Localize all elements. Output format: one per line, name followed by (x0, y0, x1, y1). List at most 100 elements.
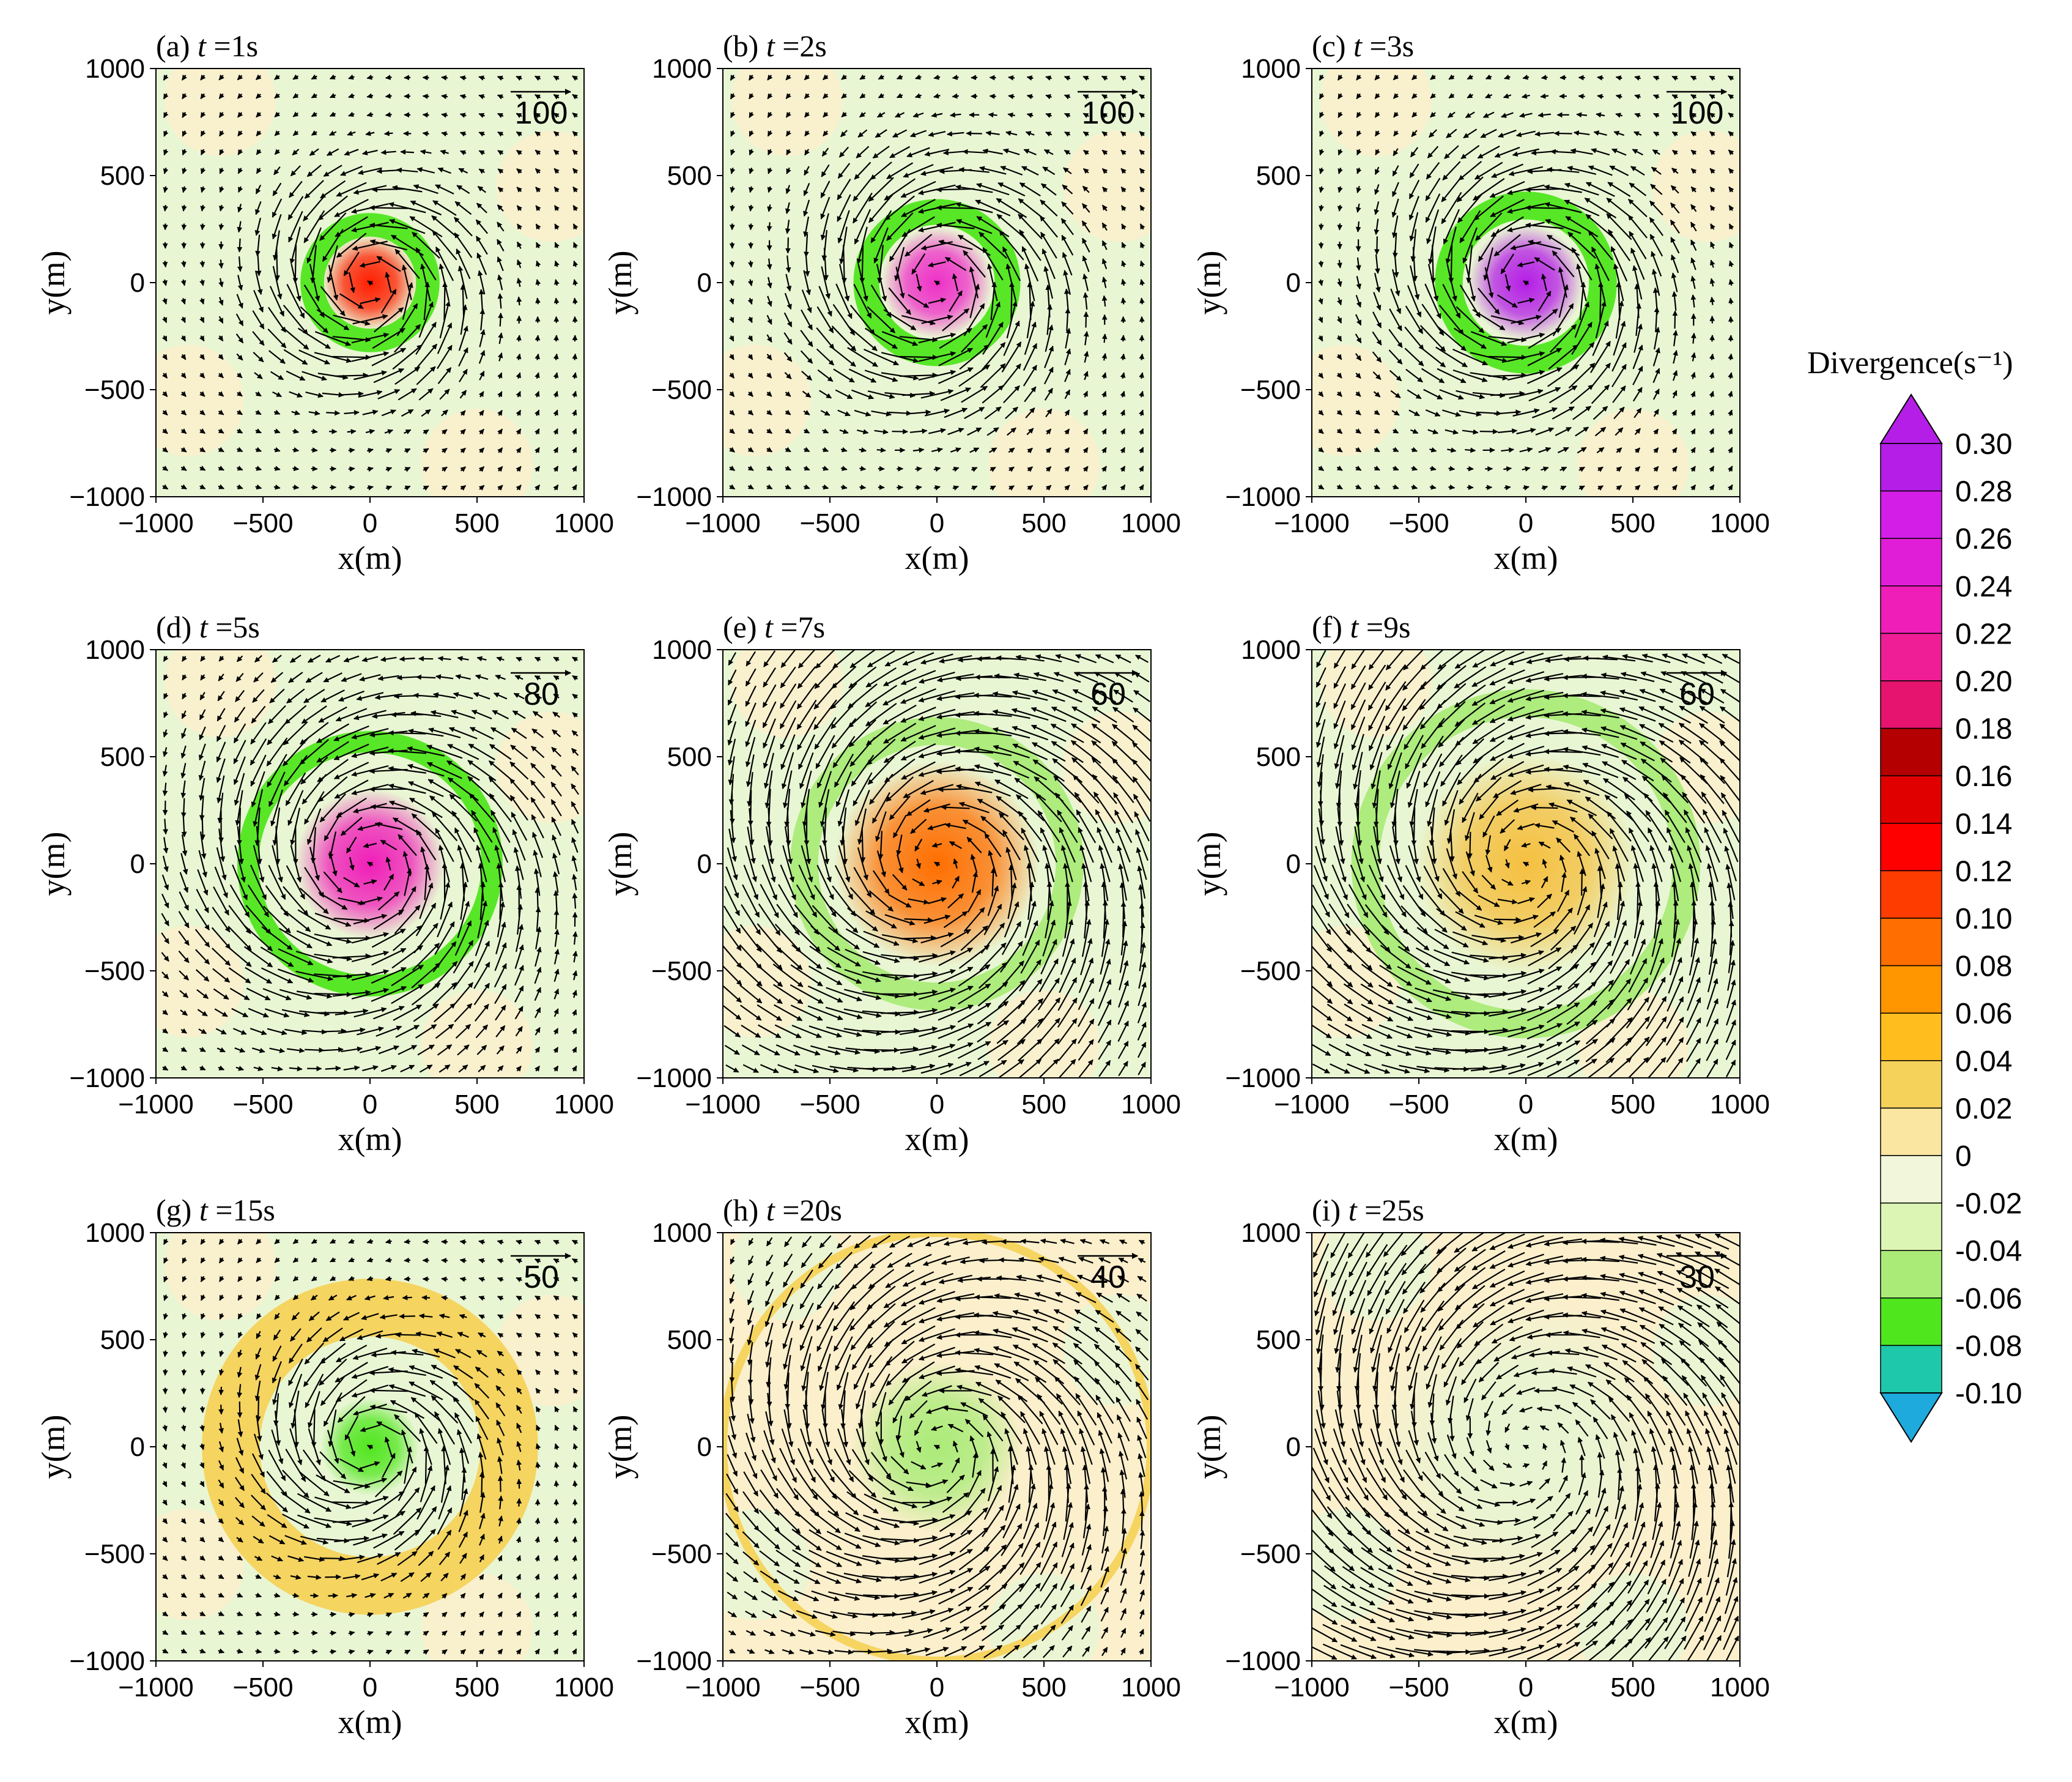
x-tick-label: −1000 (685, 508, 761, 538)
panel-h: −1000−1000−500−5000050050010001000x(m)y(… (602, 1193, 1181, 1740)
wind-vector (748, 223, 754, 231)
y-tick-label: 500 (667, 161, 712, 191)
wind-vector (323, 165, 342, 177)
wind-vector (161, 391, 168, 397)
background-lobe (421, 409, 533, 497)
wind-vector (333, 314, 371, 326)
wind-vector (404, 485, 411, 491)
reference-vector-label: 50 (524, 1260, 559, 1295)
wind-vector (365, 429, 376, 434)
wind-vector (730, 204, 735, 212)
wind-vector (852, 1649, 873, 1655)
wind-vector (952, 93, 959, 99)
wind-vector (163, 93, 169, 100)
panel-e: −1000−1000−500−5000050050010001000x(m)y(… (602, 610, 1181, 1157)
y-tick-label: 500 (100, 161, 145, 191)
wind-vector (553, 1517, 559, 1524)
wind-vector (729, 261, 735, 268)
background-lobe (421, 990, 533, 1078)
wind-vector (180, 409, 187, 416)
x-tick-label: −1000 (118, 1672, 194, 1702)
wind-vector (289, 391, 303, 398)
wind-vector (1139, 297, 1145, 305)
background-lobe (988, 409, 1100, 497)
wind-vector (553, 297, 560, 305)
x-tick-label: −1000 (118, 1090, 194, 1119)
wind-vector (252, 331, 265, 346)
x-tick-label: 1000 (1121, 508, 1181, 538)
wind-vector (344, 149, 359, 156)
x-tick-label: 500 (1021, 1672, 1066, 1702)
y-tick-label: −1000 (1225, 1063, 1301, 1093)
wind-vector (218, 278, 224, 288)
wind-vector (300, 306, 329, 333)
x-tick-label: −500 (1388, 1090, 1449, 1119)
wind-vector (162, 409, 168, 416)
wind-vector (272, 198, 283, 218)
x-tick-label: 0 (1519, 1090, 1533, 1119)
y-tick-label: 0 (130, 1432, 145, 1462)
wind-vector (367, 448, 374, 453)
wind-vector (199, 391, 205, 397)
y-tick-label: −500 (1240, 375, 1301, 405)
wind-vector (309, 148, 319, 156)
wind-vector (237, 391, 243, 397)
wind-vector (255, 1397, 261, 1422)
wind-vector (199, 409, 205, 415)
wind-vector (237, 168, 243, 174)
wind-vector (1120, 353, 1126, 360)
wind-vectors (161, 74, 579, 491)
wind-vector (1001, 1239, 1022, 1245)
x-tick-label: −500 (799, 1672, 860, 1702)
wind-vector (200, 74, 206, 81)
wind-vector (254, 218, 262, 236)
x-tick-label: −500 (799, 508, 860, 538)
wind-vector (748, 204, 754, 212)
wind-vector (1008, 75, 1015, 81)
wind-vector (182, 168, 187, 174)
wind-vector (200, 186, 206, 193)
wind-vector (389, 219, 426, 234)
wind-vector (237, 93, 243, 99)
x-tick-label: −500 (232, 508, 293, 538)
wind-vector (236, 372, 243, 379)
background-lobe (496, 130, 584, 242)
y-tick-label: −500 (651, 1539, 712, 1569)
wind-vector (384, 429, 393, 434)
panel-g: −1000−1000−500−5000050050010001000x(m)y(… (35, 1193, 614, 1740)
wind-vector (273, 166, 281, 176)
wind-vector (1709, 353, 1715, 360)
wind-vector (348, 74, 355, 80)
wind-vector (200, 204, 206, 212)
y-tick-label: 0 (130, 849, 145, 879)
reference-vector-label: 60 (1090, 677, 1126, 712)
wind-vector (181, 74, 187, 81)
wind-vector (255, 447, 262, 452)
y-tick-label: 1000 (652, 1218, 712, 1248)
wind-vector (255, 484, 262, 490)
x-tick-label: 1000 (554, 1672, 614, 1702)
x-axis-label: x(m) (338, 1121, 402, 1157)
wind-vector (292, 111, 299, 117)
wind-vector (335, 373, 369, 378)
wind-vector (256, 149, 262, 155)
wind-vector (274, 74, 280, 80)
y-tick-label: 0 (1286, 268, 1301, 298)
wind-vector (256, 111, 262, 118)
wind-vector (162, 447, 168, 453)
wind-vector (199, 1406, 205, 1413)
wind-vector (376, 256, 401, 272)
wind-vector (362, 409, 379, 415)
panel-f: −1000−1000−500−5000050050010001000x(m)y(… (1191, 610, 1770, 1157)
wind-vector (252, 310, 265, 330)
wind-vector (182, 149, 187, 156)
background-lobe (723, 344, 811, 456)
wind-vector (394, 324, 421, 353)
wind-vector (328, 265, 339, 301)
wind-vector (329, 111, 336, 117)
wind-vector (218, 428, 224, 434)
wind-vector (163, 111, 169, 119)
y-tick-label: −1000 (1225, 482, 1301, 512)
wind-vector (892, 429, 909, 434)
wind-vector (270, 371, 284, 381)
